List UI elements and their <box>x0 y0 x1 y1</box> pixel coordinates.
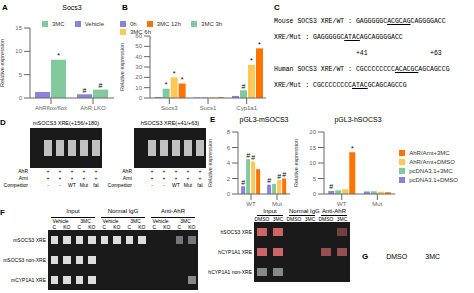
svg-text:Socs1: Socs1 <box>200 105 217 111</box>
svg-text:#: # <box>251 154 255 161</box>
svg-text:#: # <box>329 183 333 190</box>
svg-text:*: * <box>165 81 168 88</box>
svg-text:Relative expression: Relative expression <box>208 139 213 187</box>
svg-text:6: 6 <box>227 145 231 151</box>
svg-text:Relative expression: Relative expression <box>120 43 125 91</box>
svg-text:60: 60 <box>135 33 142 39</box>
svg-text:20: 20 <box>309 129 316 135</box>
svg-text:#: # <box>241 179 245 186</box>
svg-text:10: 10 <box>15 48 22 54</box>
svg-text:Relative expression: Relative expression <box>294 139 299 187</box>
svg-text:#: # <box>242 83 246 90</box>
svg-text:Mut: Mut <box>272 201 282 207</box>
svg-text:20: 20 <box>135 74 142 80</box>
svg-text:50: 50 <box>135 43 142 49</box>
svg-text:AhRflox/flox: AhRflox/flox <box>35 105 67 111</box>
svg-text:#: # <box>246 152 250 159</box>
svg-text:#: # <box>99 82 103 89</box>
svg-text:10: 10 <box>135 85 142 91</box>
svg-text:40: 40 <box>135 54 142 60</box>
svg-text:5: 5 <box>19 72 23 78</box>
svg-text:#: # <box>267 177 271 184</box>
svg-text:30: 30 <box>135 64 142 70</box>
svg-text:#: # <box>83 87 87 94</box>
svg-text:0: 0 <box>227 191 231 197</box>
svg-text:*: * <box>173 70 176 77</box>
svg-text:*: * <box>57 52 60 59</box>
svg-text:10: 10 <box>309 160 316 166</box>
svg-text:0: 0 <box>139 95 143 101</box>
svg-text:5: 5 <box>313 176 317 182</box>
svg-text:#: # <box>277 173 281 180</box>
svg-text:WT: WT <box>337 201 347 207</box>
svg-text:#: # <box>282 171 286 178</box>
svg-text:15: 15 <box>15 25 22 31</box>
svg-text:*: * <box>258 41 261 48</box>
svg-text:AhR LKO: AhR LKO <box>80 105 106 111</box>
svg-text:WT: WT <box>246 201 256 207</box>
svg-text:2: 2 <box>227 176 231 182</box>
svg-text:15: 15 <box>309 145 316 151</box>
svg-text:0: 0 <box>19 95 23 101</box>
svg-text:8: 8 <box>227 129 231 135</box>
svg-text:0: 0 <box>313 191 317 197</box>
svg-text:Mut: Mut <box>372 201 382 207</box>
svg-text:Socs3: Socs3 <box>161 105 178 111</box>
svg-text:*: * <box>250 57 253 64</box>
svg-text:*: * <box>351 145 354 152</box>
svg-text:*: * <box>181 76 184 83</box>
svg-text:4: 4 <box>227 160 231 166</box>
svg-text:Cyp1a1: Cyp1a1 <box>236 105 257 111</box>
